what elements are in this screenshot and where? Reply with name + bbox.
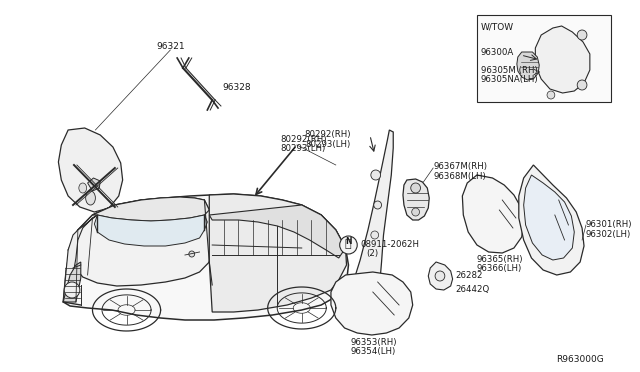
Polygon shape [209, 194, 346, 312]
Text: 96302(LH): 96302(LH) [586, 230, 631, 239]
Circle shape [64, 282, 80, 298]
Polygon shape [68, 197, 212, 286]
Polygon shape [519, 165, 584, 275]
Circle shape [577, 80, 587, 90]
Text: 96368M(LH): 96368M(LH) [433, 172, 486, 181]
Circle shape [371, 170, 381, 180]
Circle shape [340, 236, 357, 254]
Circle shape [547, 91, 555, 99]
Text: W/TOW: W/TOW [481, 22, 514, 31]
Text: 80293(LH): 80293(LH) [280, 144, 326, 153]
Text: (2): (2) [366, 249, 378, 258]
Text: 96353(RH): 96353(RH) [351, 338, 397, 347]
Text: 96354(LH): 96354(LH) [351, 347, 396, 356]
Text: 08911-2062H: 08911-2062H [360, 240, 419, 249]
Circle shape [189, 251, 195, 257]
Bar [477, 15, 611, 102]
Polygon shape [535, 26, 590, 93]
Circle shape [411, 183, 420, 193]
Polygon shape [58, 128, 123, 212]
Text: 96300A: 96300A [481, 48, 514, 57]
Polygon shape [209, 205, 346, 258]
Ellipse shape [86, 191, 95, 205]
Polygon shape [63, 262, 81, 302]
Polygon shape [517, 52, 540, 80]
Circle shape [435, 271, 445, 281]
Text: Ⓝ: Ⓝ [344, 239, 351, 249]
Text: 80293(LH): 80293(LH) [305, 140, 351, 149]
Text: 96305NA(LH): 96305NA(LH) [481, 75, 538, 84]
Polygon shape [92, 197, 209, 221]
Text: 96305M (RH): 96305M (RH) [481, 66, 538, 75]
Circle shape [374, 201, 381, 209]
Text: 80292(RH): 80292(RH) [280, 135, 327, 144]
Text: 96301(RH): 96301(RH) [586, 220, 632, 229]
Text: 26442Q: 26442Q [456, 285, 490, 294]
Text: 96321: 96321 [156, 42, 185, 51]
Text: 26282: 26282 [456, 271, 483, 280]
Polygon shape [88, 178, 100, 191]
Text: 96366(LH): 96366(LH) [477, 264, 522, 273]
Text: N: N [345, 237, 352, 246]
Polygon shape [462, 175, 524, 253]
Polygon shape [63, 215, 97, 302]
Text: 96328: 96328 [222, 83, 250, 92]
Polygon shape [331, 272, 413, 335]
Polygon shape [353, 130, 393, 295]
Polygon shape [403, 179, 429, 220]
Text: 80292(RH): 80292(RH) [304, 130, 351, 139]
Circle shape [371, 231, 379, 239]
Circle shape [577, 30, 587, 40]
Polygon shape [95, 215, 207, 246]
Text: 96367M(RH): 96367M(RH) [433, 162, 487, 171]
Circle shape [412, 208, 419, 216]
Text: 96365(RH): 96365(RH) [477, 255, 524, 264]
Text: R963000G: R963000G [556, 355, 604, 364]
Polygon shape [428, 262, 452, 290]
Polygon shape [63, 194, 348, 320]
Ellipse shape [79, 183, 86, 193]
Polygon shape [524, 175, 574, 260]
